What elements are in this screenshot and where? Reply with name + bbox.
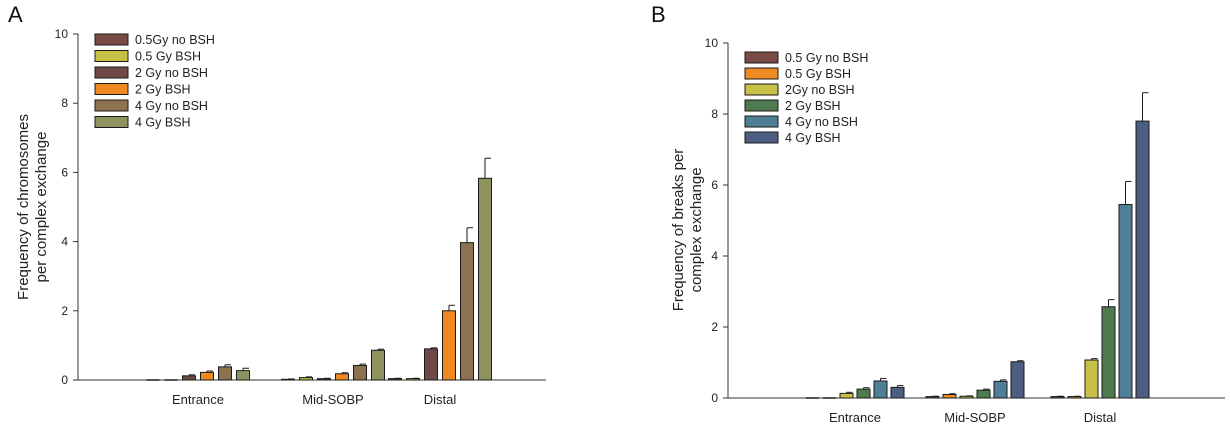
legend-swatch	[94, 66, 129, 79]
bar	[478, 177, 492, 381]
y-axis-title-line: Frequency of chromosomes	[15, 114, 32, 300]
bar	[1084, 359, 1099, 399]
chart-panel-a: A 0 2 4 6 8 10 Frequency of chromosomesper comp…	[8, 2, 546, 407]
legend-label: 0.5Gy no BSH	[135, 33, 215, 47]
legend-swatch	[744, 51, 779, 64]
bar	[925, 396, 940, 399]
bar	[1010, 361, 1025, 399]
chart-panel-b: B 0 2 4 6 8 10 Frequency of breaks percomplex e…	[651, 2, 1225, 425]
bar	[1101, 306, 1116, 399]
legend-swatch	[94, 99, 129, 112]
legend-swatch	[744, 115, 779, 128]
bar	[1118, 204, 1133, 399]
bar	[959, 395, 974, 399]
panel-label: B	[651, 2, 666, 27]
y-axis-title-line: per complex exchange	[33, 132, 50, 283]
legend-label: 0.5 Gy BSH	[135, 50, 201, 64]
bar	[993, 380, 1008, 399]
legend-label: 4 Gy BSH	[135, 116, 191, 130]
bar	[218, 366, 232, 381]
y-axis-title-line: Frequency of breaks per	[670, 149, 687, 312]
bar	[317, 378, 331, 381]
bar	[353, 364, 367, 381]
bar	[388, 378, 402, 381]
y-tick-label: 4	[61, 235, 68, 249]
x-category-label: Mid-SOBP	[944, 410, 1005, 425]
legend-swatch	[94, 83, 129, 95]
legend-swatch	[94, 33, 129, 46]
bar	[839, 392, 854, 399]
legend-label: 4 Gy BSH	[785, 131, 841, 145]
y-tick-label: 10	[705, 36, 719, 50]
y-tick-label: 0	[61, 373, 68, 387]
y-tick-label: 2	[61, 304, 68, 318]
bar	[942, 393, 957, 399]
y-axis-title-line: complex exchange	[688, 167, 705, 292]
legend-swatch	[744, 99, 779, 112]
legend-label: 0.5 Gy BSH	[785, 67, 851, 81]
bar	[335, 373, 349, 381]
x-category-label: Distal	[1084, 410, 1117, 425]
y-tick-label: 8	[711, 107, 718, 121]
bar	[460, 242, 474, 381]
bar	[442, 310, 456, 381]
bar	[406, 378, 420, 381]
bar	[1135, 120, 1150, 399]
legend-label: 2 Gy no BSH	[135, 66, 208, 80]
legend-swatch	[94, 50, 129, 62]
legend-label: 4 Gy no BSH	[785, 115, 858, 129]
legend-swatch	[94, 116, 129, 128]
bar	[371, 349, 385, 381]
x-category-label: Entrance	[829, 410, 881, 425]
x-category-label: Entrance	[172, 392, 224, 407]
y-tick-label: 2	[711, 320, 718, 334]
legend-label: 2 Gy BSH	[785, 99, 841, 113]
bar	[873, 380, 888, 399]
y-tick-label: 0	[711, 391, 718, 405]
bar	[299, 377, 313, 381]
bar	[424, 348, 438, 381]
bar	[182, 375, 196, 381]
x-category-label: Distal	[424, 392, 457, 407]
legend-label: 4 Gy no BSH	[135, 99, 208, 113]
bar	[1067, 396, 1082, 399]
legend-label: 2 Gy BSH	[135, 83, 191, 97]
legend-label: 2Gy no BSH	[785, 83, 854, 97]
bar	[976, 389, 991, 399]
bar	[236, 370, 250, 381]
y-tick-label: 10	[55, 27, 69, 41]
bar	[200, 371, 214, 381]
y-axis-title: Frequency of chromosomesper complex exch…	[15, 114, 50, 300]
y-tick-label: 8	[61, 96, 68, 110]
bar	[856, 388, 871, 399]
y-tick-label: 6	[711, 178, 718, 192]
y-tick-label: 6	[61, 165, 68, 179]
legend-label: 0.5 Gy no BSH	[785, 51, 868, 65]
panel-label: A	[8, 2, 23, 27]
y-tick-label: 4	[711, 249, 718, 263]
y-axis-title: Frequency of breaks percomplex exchange	[670, 149, 705, 312]
bar	[890, 386, 905, 399]
bar	[1050, 396, 1065, 399]
x-category-label: Mid-SOBP	[302, 392, 363, 407]
legend-swatch	[744, 67, 779, 80]
legend-swatch	[744, 83, 779, 96]
legend-swatch	[744, 131, 779, 144]
